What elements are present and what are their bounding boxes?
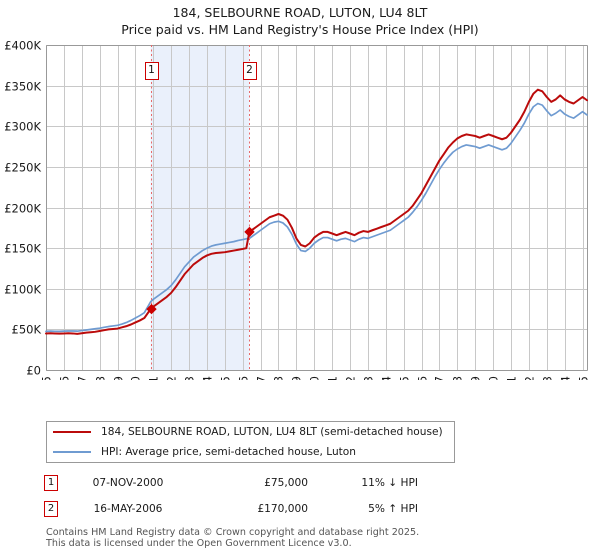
x-axis-tick-label: 1995 (40, 376, 54, 380)
chart-legend: 184, SELBOURNE ROAD, LUTON, LU4 8LT (sem… (46, 421, 455, 463)
sale-marker-diamond-1[interactable] (146, 303, 157, 315)
legend-swatch-property (53, 431, 91, 433)
x-axis-tick-label: 2019 (469, 376, 483, 380)
x-axis-tick-label: 2017 (433, 376, 447, 380)
series-line-property (45, 88, 588, 335)
x-axis-tick-label: 2000 (129, 376, 143, 380)
chart-title-block: 184, SELBOURNE ROAD, LUTON, LU4 8LT Pric… (0, 4, 600, 38)
x-axis-tick-label: 2004 (201, 376, 215, 380)
x-axis-tick-label: 2025 (577, 376, 591, 380)
transaction-date: 16-MAY-2006 (93, 503, 163, 515)
y-axis-tick-label: £300K (4, 120, 41, 134)
y-axis-tick-label: £350K (4, 80, 41, 94)
footer-line-2: This data is licensed under the Open Gov… (46, 538, 352, 550)
y-axis-tick-label: £50K (12, 323, 42, 337)
table-row: 1 07-NOV-2000 £75,000 11% ↓ HPI (44, 470, 464, 496)
x-axis-tick-label: 2020 (487, 376, 501, 380)
table-row: 2 16-MAY-2006 £170,000 5% ↑ HPI (44, 496, 464, 522)
transactions-table: 1 07-NOV-2000 £75,000 11% ↓ HPI 2 16-MAY… (44, 470, 464, 522)
x-axis-tick-label: 2012 (344, 376, 358, 380)
sale-flag-1[interactable]: 1 (144, 62, 159, 80)
x-axis-tick-label: 2008 (272, 376, 286, 380)
y-axis-tick-label: £250K (4, 161, 41, 175)
chart-container: £0 £50K £100K £150K £200K £250K £300K £350K £400… (0, 40, 600, 380)
transaction-index-badge: 2 (44, 501, 58, 517)
y-axis-tick-label: £400K (4, 40, 41, 53)
transaction-hpi-delta: 11% ↓ HPI (361, 477, 418, 489)
copyright-footer: Contains HM Land Registry data © Crown c… (46, 527, 586, 550)
x-axis-tick-label: 1997 (76, 376, 90, 380)
x-axis-tick-label: 2010 (308, 376, 322, 380)
y-axis-tick-label: £0 (26, 364, 41, 378)
x-axis-tick-label: 2016 (416, 376, 430, 380)
sale-marker-diamond-2[interactable] (244, 226, 255, 238)
transaction-price: £170,000 (257, 503, 308, 515)
x-axis-tick-label: 2002 (165, 376, 179, 380)
transaction-date: 07-NOV-2000 (92, 477, 164, 489)
transaction-price: £75,000 (264, 477, 308, 489)
x-axis-tick-label: 2009 (290, 376, 304, 380)
x-axis-tick-label: 2018 (451, 376, 465, 380)
x-axis-tick-label: 2022 (523, 376, 537, 380)
y-axis-tick-label: £100K (4, 283, 41, 297)
legend-label-property: 184, SELBOURNE ROAD, LUTON, LU4 8LT (sem… (101, 426, 443, 438)
x-axis-tick-label: 2024 (559, 376, 573, 380)
x-axis-tick-label: 2011 (326, 376, 340, 380)
x-axis-tick-label: 2005 (219, 376, 233, 380)
y-axis-tick-label: £200K (4, 202, 41, 216)
x-axis-tick-label: 2013 (362, 376, 376, 380)
x-axis-tick-label: 2023 (541, 376, 555, 380)
x-axis-tick-label: 1996 (58, 376, 72, 380)
page-subtitle: Price paid vs. HM Land Registry's House … (121, 22, 479, 37)
y-axis-tick-label: £150K (4, 242, 41, 256)
x-axis-tick-label: 2007 (255, 376, 269, 380)
x-axis-tick-label: 2001 (147, 376, 161, 380)
legend-item-property: 184, SELBOURNE ROAD, LUTON, LU4 8LT (sem… (53, 422, 454, 442)
sale-flag-2[interactable]: 2 (242, 62, 257, 80)
x-axis-tick-label: 2015 (398, 376, 412, 380)
transaction-index-badge: 1 (44, 475, 58, 491)
x-axis-tick-label: 2014 (380, 376, 394, 380)
page-title: 184, SELBOURNE ROAD, LUTON, LU4 8LT (172, 5, 428, 20)
x-axis-tick-label: 2021 (505, 376, 519, 380)
x-axis-tick-label: 2006 (237, 376, 251, 380)
legend-swatch-hpi (53, 451, 91, 453)
transaction-hpi-delta: 5% ↑ HPI (368, 503, 418, 515)
footer-line-1: Contains HM Land Registry data © Crown c… (46, 527, 420, 538)
price-history-line-chart: £0 £50K £100K £150K £200K £250K £300K £350K £400… (4, 40, 591, 380)
x-axis-tick-label: 1998 (94, 376, 108, 380)
x-axis-tick-label: 1999 (112, 376, 126, 380)
series-line-hpi (45, 102, 588, 333)
legend-item-hpi: HPI: Average price, semi-detached house,… (53, 442, 454, 462)
x-axis-tick-label: 2003 (183, 376, 197, 380)
legend-label-hpi: HPI: Average price, semi-detached house,… (101, 446, 357, 458)
ownership-period-band (150, 45, 250, 370)
